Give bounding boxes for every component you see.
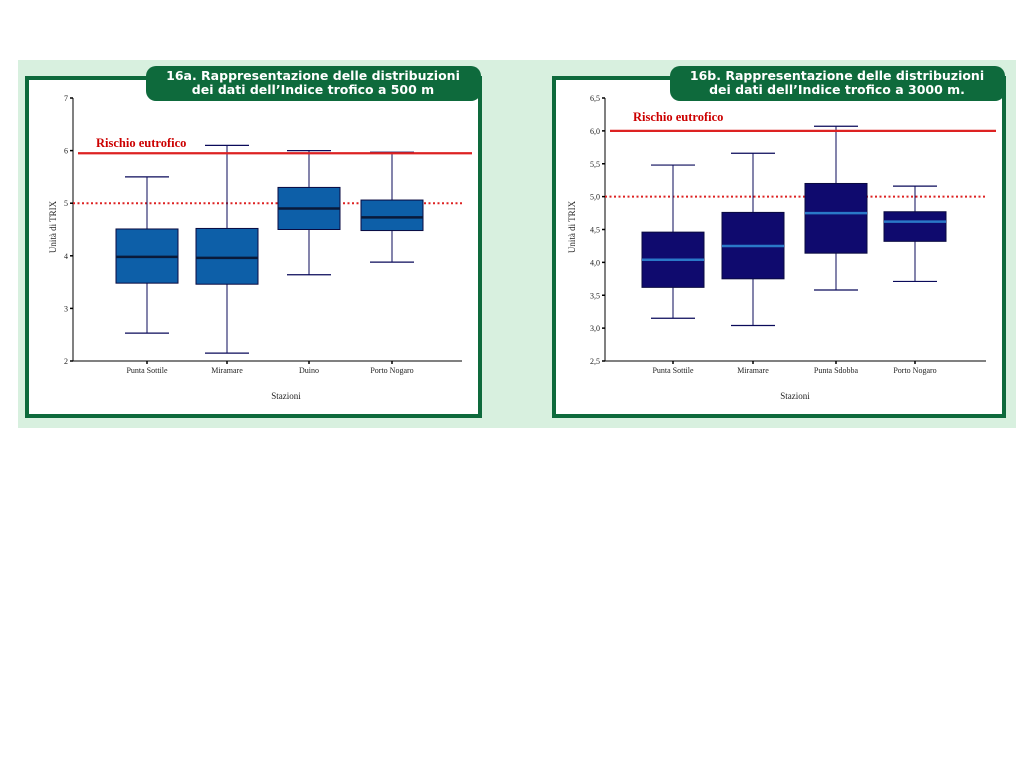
box-1: Miramare bbox=[721, 152, 785, 375]
y-tick-label: 4,5 bbox=[590, 226, 600, 235]
chart-title-line1: 16a. Rappresentazione delle distribuzion… bbox=[166, 68, 460, 83]
box-3: Porto Nogaro bbox=[360, 151, 424, 375]
x-category-label: Porto Nogaro bbox=[370, 366, 413, 375]
chart-panel-16a: 16a. Rappresentazione delle distribuzion… bbox=[18, 60, 493, 428]
box-2: Punta Sdobba bbox=[804, 125, 868, 375]
title-banner bbox=[670, 66, 1005, 101]
box-iqr bbox=[360, 199, 424, 232]
x-axis-label: Stazioni bbox=[780, 391, 810, 401]
y-tick-label: 6,5 bbox=[590, 94, 600, 103]
chart-panel-16b: 16b. Rappresentazione delle distribuzion… bbox=[542, 60, 1016, 428]
box-iqr bbox=[883, 211, 947, 242]
y-tick-label: 5,5 bbox=[590, 160, 600, 169]
y-axis-label: Unità di TRIX bbox=[48, 200, 58, 253]
y-tick-label: 5,0 bbox=[590, 193, 600, 202]
y-tick-label: 3,5 bbox=[590, 291, 600, 300]
box-iqr bbox=[195, 227, 259, 285]
x-category-label: Punta Sottile bbox=[126, 366, 168, 375]
y-tick-label: 2 bbox=[64, 357, 68, 366]
chart-title-line2: dei dati dell’Indice trofico a 500 m bbox=[192, 82, 434, 97]
risk-label: Rischio eutrofico bbox=[96, 136, 186, 150]
x-axis-label: Stazioni bbox=[271, 391, 301, 401]
y-tick-label: 5 bbox=[64, 199, 68, 208]
title-banner bbox=[146, 66, 481, 101]
y-tick-label: 6 bbox=[64, 147, 68, 156]
y-tick-label: 7 bbox=[64, 94, 68, 103]
y-tick-label: 3 bbox=[64, 304, 68, 313]
box-2: Duino bbox=[277, 149, 341, 375]
y-axis-label: Unità di TRIX bbox=[567, 200, 577, 253]
box-0: Punta Sottile bbox=[115, 176, 179, 375]
risk-label: Rischio eutrofico bbox=[633, 110, 723, 124]
box-0: Punta Sottile bbox=[641, 164, 705, 375]
y-tick-label: 6,0 bbox=[590, 127, 600, 136]
box-1: Miramare bbox=[195, 144, 259, 375]
x-category-label: Porto Nogaro bbox=[893, 366, 936, 375]
y-tick-label: 4,0 bbox=[590, 258, 600, 267]
x-category-label: Miramare bbox=[211, 366, 243, 375]
plot-area: 2 3 4 5 6 7 Punta Sottile Miramare Duino Porto No… bbox=[64, 94, 472, 375]
x-category-label: Punta Sottile bbox=[652, 366, 694, 375]
chart-16a: 16a. Rappresentazione delle distribuzion… bbox=[25, 66, 482, 418]
chart-title-line2: dei dati dell’Indice trofico a 3000 m. bbox=[709, 82, 965, 97]
x-category-label: Punta Sdobba bbox=[814, 366, 859, 375]
box-iqr bbox=[804, 182, 868, 254]
box-3: Porto Nogaro bbox=[883, 185, 947, 375]
chart-title-line1: 16b. Rappresentazione delle distribuzion… bbox=[690, 68, 984, 83]
y-tick-label: 2,5 bbox=[590, 357, 600, 366]
y-tick-label: 3,0 bbox=[590, 324, 600, 333]
x-category-label: Duino bbox=[299, 366, 319, 375]
y-tick-label: 4 bbox=[64, 252, 68, 261]
plot-area: 2,5 3,0 3,5 4,0 4,5 5,0 5,5 6,0 6,5 Punta Sottile… bbox=[590, 94, 996, 375]
x-category-label: Miramare bbox=[737, 366, 769, 375]
chart-16b: 16b. Rappresentazione delle distribuzion… bbox=[552, 66, 1006, 418]
